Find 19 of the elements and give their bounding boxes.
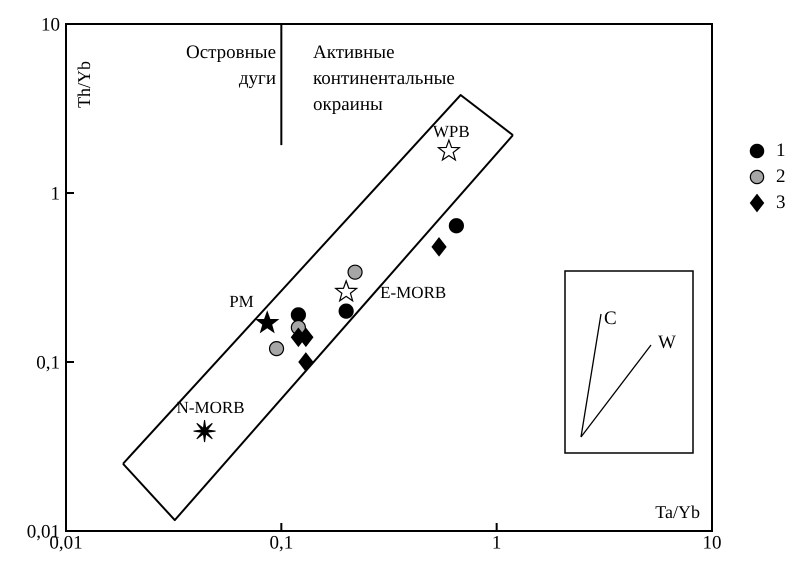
y-axis-title: Th/Yb xyxy=(74,61,94,108)
x-axis-title: Ta/Yb xyxy=(655,502,700,522)
series-label: N-MORB xyxy=(176,398,245,418)
x-tick-label: 1 xyxy=(492,532,502,554)
x-tick-label: 0,1 xyxy=(269,532,294,554)
legend-label: 3 xyxy=(776,192,786,214)
series-label: PM xyxy=(229,292,254,312)
y-tick-label: 10 xyxy=(41,14,60,36)
legend-label: 2 xyxy=(776,166,786,188)
annotation: Активные континентальные окраины xyxy=(313,41,456,117)
y-tick-label: 0,1 xyxy=(36,352,60,374)
legend-label: 1 xyxy=(776,140,786,162)
y-tick-label: 1 xyxy=(50,184,60,205)
series-label: WPB xyxy=(432,122,470,142)
series-label: E-MORB xyxy=(380,282,446,302)
annotation: C xyxy=(604,307,617,331)
annotation: Островные дуги xyxy=(184,41,276,91)
annotation: W xyxy=(658,331,676,355)
x-tick-label: 10 xyxy=(702,532,722,554)
